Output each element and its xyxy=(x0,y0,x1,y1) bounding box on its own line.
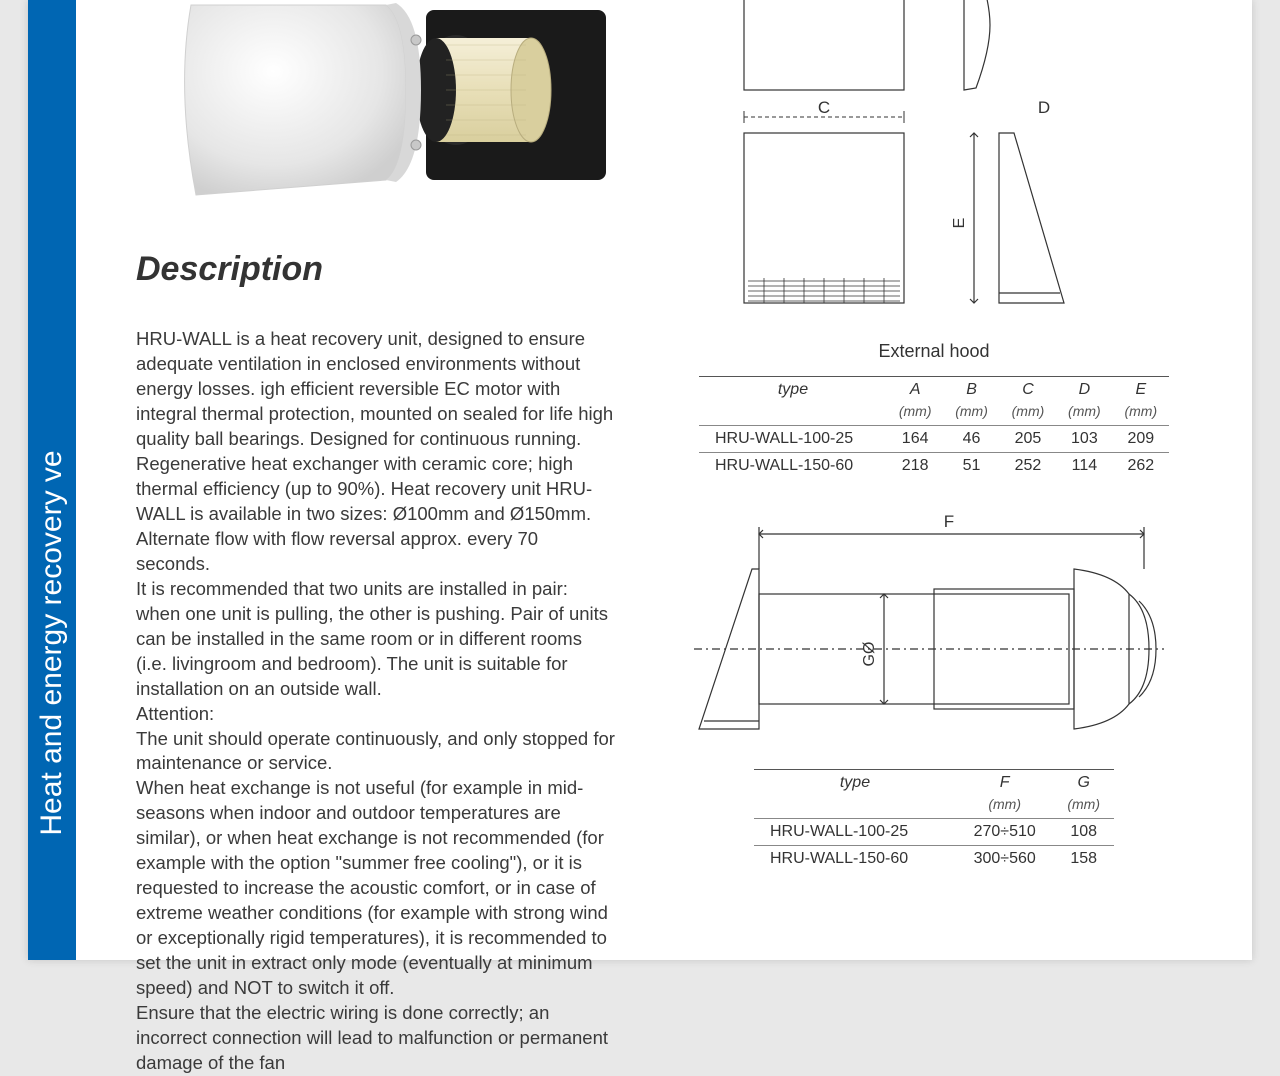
desc-p6: Ensure that the electric wiring is done … xyxy=(136,1001,616,1076)
diagram-external-hood: E xyxy=(684,123,1184,333)
sidebar: Heat and energy recovery ve xyxy=(28,0,76,960)
t1-u1: (mm) xyxy=(887,403,943,426)
t1-u2: (mm) xyxy=(943,403,999,426)
external-hood-caption: External hood xyxy=(684,341,1184,362)
desc-p5: When heat exchange is not useful (for ex… xyxy=(136,776,616,1001)
t1-h5: E xyxy=(1113,377,1169,404)
diagram-side-assembly: F GØ xyxy=(684,509,1184,769)
table-row: HRU-WALL-150-60 218 51 252 114 262 xyxy=(699,453,1169,480)
desc-p1: HRU-WALL is a heat recovery unit, design… xyxy=(136,327,616,577)
t1-h3: C xyxy=(1000,377,1056,404)
diagram-top-partial xyxy=(684,0,1184,95)
dim-e-label: E xyxy=(951,218,968,229)
t1-u0 xyxy=(699,403,887,426)
right-column: C D xyxy=(656,0,1252,960)
t1-u4: (mm) xyxy=(1056,403,1112,426)
document-page: Heat and energy recovery ve xyxy=(28,0,1252,960)
t1-h2: B xyxy=(943,377,999,404)
t1-u5: (mm) xyxy=(1113,403,1169,426)
dimensions-table-1: type A B C D E (mm) (mm) (mm) (mm xyxy=(699,376,1169,479)
t1-h0: type xyxy=(699,377,887,404)
content-area: Description HRU-WALL is a heat recovery … xyxy=(76,0,1252,960)
t1-h1: A xyxy=(887,377,943,404)
left-column: Description HRU-WALL is a heat recovery … xyxy=(76,0,656,960)
t2-h0: type xyxy=(754,770,956,797)
table-row: HRU-WALL-100-25 270÷510 108 xyxy=(754,819,1114,846)
desc-p2: It is recommended that two units are ins… xyxy=(136,577,616,702)
desc-p4: The unit should operate continuously, an… xyxy=(136,727,616,777)
dimensions-table-2: type F G (mm) (mm) HRU-WALL-100-25 xyxy=(754,769,1114,872)
desc-p3: Attention: xyxy=(136,702,616,727)
dim-g-label: GØ xyxy=(861,642,878,667)
product-photo xyxy=(136,0,616,230)
t2-u1: (mm) xyxy=(956,796,1053,819)
t2-h1: F xyxy=(956,770,1053,797)
sidebar-title: Heat and energy recovery ve xyxy=(35,450,69,835)
table-row: HRU-WALL-100-25 164 46 205 103 209 xyxy=(699,426,1169,453)
dim-c-label: C xyxy=(818,98,830,117)
dim-d-label: D xyxy=(1038,98,1050,117)
table-row: HRU-WALL-150-60 300÷560 158 xyxy=(754,846,1114,873)
description-heading: Description xyxy=(136,250,616,289)
t2-u2: (mm) xyxy=(1053,796,1114,819)
t1-h4: D xyxy=(1056,377,1112,404)
t2-h2: G xyxy=(1053,770,1114,797)
dim-f-label: F xyxy=(944,512,954,531)
t1-u3: (mm) xyxy=(1000,403,1056,426)
diagram-cd-labels: C D xyxy=(684,95,1184,123)
description-body: HRU-WALL is a heat recovery unit, design… xyxy=(136,327,616,1076)
t2-u0 xyxy=(754,796,956,819)
